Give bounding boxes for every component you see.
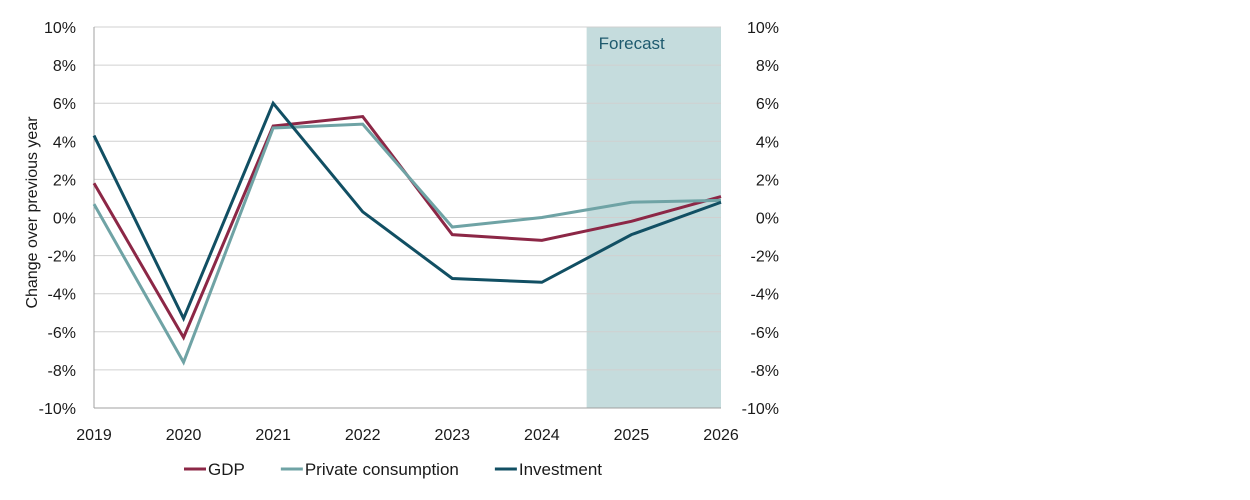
y-tick-label-left: 2% — [53, 172, 76, 189]
forecast-label: Forecast — [599, 34, 665, 53]
y-tick-label-right: 2% — [756, 172, 779, 189]
legend-item-private-consumption: Private consumption — [280, 460, 459, 479]
legend-label: Private consumption — [305, 460, 459, 479]
y-tick-label-right: 4% — [756, 134, 779, 151]
x-tick-label: 2026 — [703, 427, 739, 444]
x-tick-label: 2023 — [434, 427, 470, 444]
series-lines — [92, 100, 722, 366]
y-tick-label-right: 8% — [756, 58, 779, 75]
x-tick-label: 2022 — [345, 427, 381, 444]
x-axis-ticks: 2019 2020 2021 2022 2023 2024 2025 2026 — [76, 427, 739, 444]
y-tick-label-right: -8% — [751, 363, 779, 380]
left-y-axis-ticks: 10% 8% 6% 4% 2% 0% -2% -4% -6% -8% -10% — [39, 20, 76, 418]
x-tick-label: 2021 — [255, 427, 291, 444]
y-tick-label-left: -2% — [48, 249, 76, 266]
x-tick-label: 2025 — [614, 427, 650, 444]
y-axis-title: Change over previous year — [24, 116, 41, 309]
gridlines — [94, 26, 721, 371]
right-y-axis-ticks: 10% 8% 6% 4% 2% 0% -2% -4% -6% -8% -10% — [742, 20, 779, 418]
y-tick-label-left: -6% — [48, 325, 76, 342]
x-tick-label: 2024 — [524, 427, 560, 444]
y-tick-label-right: 6% — [756, 96, 779, 113]
series-line-private-consumption — [92, 122, 722, 366]
legend-label: GDP — [208, 460, 245, 479]
y-tick-label-right: 10% — [747, 20, 779, 37]
x-tick-label: 2020 — [166, 427, 202, 444]
y-tick-label-left: 10% — [44, 20, 76, 37]
axes — [93, 27, 721, 409]
y-tick-label-left: 0% — [53, 211, 76, 228]
y-tick-label-left: 6% — [53, 96, 76, 113]
y-tick-label-left: 8% — [53, 58, 76, 75]
legend-label: Investment — [519, 460, 602, 479]
y-tick-label-right: -2% — [751, 249, 779, 266]
y-tick-label-right: -10% — [742, 401, 779, 418]
y-tick-label-left: -10% — [39, 401, 76, 418]
y-tick-label-right: 0% — [756, 211, 779, 228]
y-tick-label-right: -6% — [751, 325, 779, 342]
y-tick-label-left: -8% — [48, 363, 76, 380]
y-tick-label-left: 4% — [53, 134, 76, 151]
x-tick-label: 2019 — [76, 427, 112, 444]
y-tick-label-left: -4% — [48, 287, 76, 304]
legend-item-investment: Investment — [494, 460, 602, 479]
legend-item-gdp: GDP — [184, 460, 245, 479]
legend: GDP Private consumption Investment — [184, 460, 602, 479]
y-tick-label-right: -4% — [751, 287, 779, 304]
series-line-investment — [92, 100, 722, 323]
